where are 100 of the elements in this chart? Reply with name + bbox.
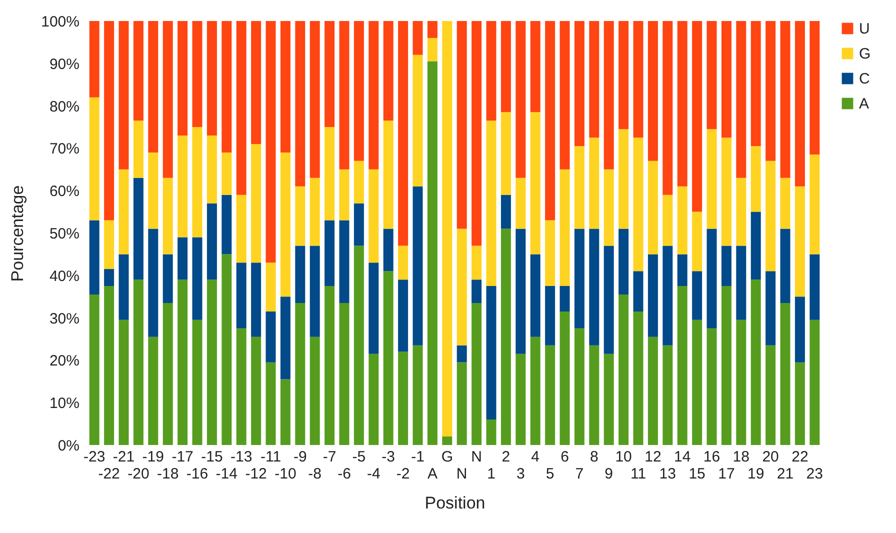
bar [810, 154, 820, 254]
bar [104, 286, 114, 445]
bar [692, 271, 702, 320]
x-tick-label: -15 [201, 448, 223, 466]
y-axis-title: Pourcentage [8, 185, 28, 282]
x-tick-label: 6 [560, 448, 569, 466]
bar [810, 21, 820, 155]
bar [530, 112, 540, 254]
bar [810, 254, 820, 320]
bar [251, 336, 262, 445]
bar [383, 21, 394, 121]
bar [354, 246, 364, 445]
bar [500, 228, 511, 445]
bar [560, 169, 570, 286]
bar [633, 271, 644, 312]
bar [486, 120, 496, 286]
bar [633, 21, 644, 138]
bar [574, 146, 584, 229]
x-tick-label: -3 [382, 448, 396, 466]
bar [750, 212, 761, 280]
bar [236, 194, 246, 263]
bar [706, 21, 717, 130]
bar [442, 436, 452, 445]
bar [412, 186, 423, 346]
x-tick-label: A [427, 466, 438, 482]
x-tick-label: 20 [762, 448, 779, 466]
bar [398, 352, 408, 445]
bar [162, 254, 173, 303]
bar [706, 129, 717, 229]
x-tick-label: 4 [531, 448, 540, 466]
bar [545, 220, 556, 286]
bar [148, 228, 158, 337]
bar [589, 345, 600, 445]
bar [500, 194, 511, 229]
bar [162, 178, 173, 254]
bar [222, 194, 232, 254]
bar [206, 203, 217, 280]
bar [310, 246, 320, 337]
bar [500, 21, 511, 112]
bar [692, 320, 702, 445]
bar [310, 336, 320, 445]
x-tick-label: 11 [630, 466, 646, 482]
bar [324, 286, 335, 445]
x-tick-label: 15 [688, 466, 706, 482]
bar [295, 246, 306, 303]
bar [618, 21, 629, 130]
bar [516, 178, 526, 229]
bar [516, 354, 526, 445]
bar [148, 21, 158, 152]
bar [721, 286, 732, 445]
x-tick-label: -13 [230, 448, 252, 466]
bar [383, 228, 394, 272]
y-tick-label: 20% [49, 352, 80, 370]
y-tick-label: 0% [58, 438, 80, 454]
bar [192, 320, 202, 445]
bar [530, 21, 540, 112]
x-tick-label: 17 [718, 466, 735, 482]
bar [692, 212, 702, 272]
bar [706, 228, 717, 328]
x-tick-label: -16 [186, 466, 208, 482]
bar [236, 262, 246, 328]
bar [104, 21, 114, 220]
x-tick-label: -18 [157, 466, 179, 482]
bar [133, 178, 144, 280]
bar [780, 302, 790, 445]
x-tick-label: -11 [260, 448, 282, 466]
bar [456, 21, 467, 229]
bar [662, 194, 673, 246]
bar [339, 302, 350, 445]
bar [648, 160, 658, 254]
bar [574, 228, 584, 328]
x-tick-label: -4 [366, 466, 380, 482]
bar [368, 21, 379, 170]
x-tick-label: G [441, 448, 453, 466]
bar [178, 21, 188, 136]
bar [192, 127, 202, 238]
bar [780, 178, 790, 229]
y-tick-label: 100% [41, 14, 80, 30]
x-tick-label: 7 [575, 466, 584, 482]
x-tick-label: -23 [84, 448, 106, 466]
bar [310, 21, 320, 178]
bar [427, 21, 438, 38]
bar [794, 21, 805, 186]
bar [89, 97, 100, 220]
x-tick-label: 10 [615, 448, 632, 466]
bar [662, 21, 673, 195]
bar [516, 21, 526, 178]
x-tick-label: 13 [659, 466, 676, 482]
bar [721, 21, 732, 138]
bar [604, 246, 614, 354]
bar [324, 220, 335, 286]
bar [766, 160, 776, 272]
x-tick-label: -21 [112, 448, 135, 466]
bar [251, 262, 262, 337]
bar [677, 21, 688, 186]
bar [222, 152, 232, 195]
bar [589, 138, 600, 229]
x-tick-label: -12 [245, 466, 267, 482]
bar [133, 21, 144, 121]
bar [206, 280, 217, 445]
